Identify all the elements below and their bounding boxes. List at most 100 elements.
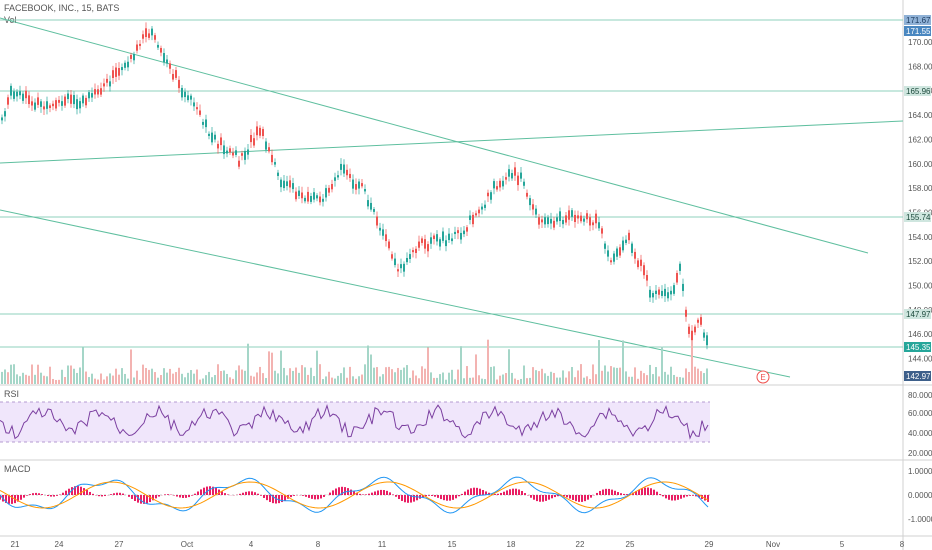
macd-hist-bar: [134, 495, 136, 501]
volume-bar: [262, 373, 264, 384]
candle-body: [7, 97, 9, 105]
macd-hist-bar: [200, 489, 202, 495]
volume-bar: [46, 376, 48, 384]
macd-hist-bar: [581, 495, 583, 502]
macd-hist-bar: [158, 495, 160, 497]
macd-hist-bar: [563, 495, 565, 497]
volume-bar: [382, 374, 384, 384]
candle-body: [196, 107, 198, 110]
earnings-marker-icon[interactable]: [756, 370, 770, 384]
macd-hist-bar: [641, 488, 643, 495]
volume-bar: [643, 373, 645, 384]
macd-hist-bar: [467, 489, 469, 495]
macd-hist-bar: [254, 492, 256, 495]
candle-body: [631, 243, 633, 253]
macd-hist-bar: [668, 495, 670, 500]
trend-line[interactable]: [0, 120, 904, 164]
price-badge-label: 171.55: [906, 27, 931, 36]
volume-bar: [463, 378, 465, 384]
macd-hist-bar: [494, 494, 496, 495]
macd-hist-bar: [659, 494, 661, 495]
trend-lines[interactable]: [0, 17, 904, 378]
candle-body: [472, 214, 474, 225]
candle-body: [511, 173, 513, 179]
volume-bar: [91, 373, 93, 384]
candle-body: [205, 119, 207, 128]
rsi-axis: 80.0000 60.0000 40.0000 20.0000: [908, 391, 932, 458]
macd-hist-bar: [20, 495, 22, 500]
time-axis[interactable]: 21 24 27 Oct 4 8 11 15 18 22 25 29 Nov 5 8: [11, 540, 905, 549]
macd-hist-bar: [410, 495, 412, 503]
macd-hist-bar: [104, 495, 106, 497]
volume-bar: [472, 377, 474, 384]
volume-bar: [685, 368, 687, 384]
macd-hist-bar: [116, 492, 118, 495]
candle-body: [229, 148, 231, 153]
macd-hist-bar: [428, 495, 430, 496]
volume-bar: [4, 369, 6, 384]
candle-body: [670, 290, 672, 295]
candle-body: [322, 198, 324, 202]
macd-hist-bar: [131, 495, 133, 499]
candle-body: [82, 95, 84, 104]
candle-body: [73, 95, 75, 105]
candle-body: [538, 217, 540, 225]
candle-body: [97, 89, 99, 95]
candle-body: [337, 175, 339, 178]
candle-body: [304, 197, 306, 202]
candle-body: [112, 70, 114, 79]
volume-bar: [151, 368, 153, 384]
volume-bar: [367, 345, 369, 384]
candle-body: [202, 121, 204, 125]
macd-hist-bar: [260, 495, 262, 496]
volume-bar: [340, 373, 342, 384]
volume-bar: [211, 377, 213, 384]
volume-bar: [418, 378, 420, 384]
horizontal-levels[interactable]: [0, 19, 903, 348]
volume-bar: [235, 370, 237, 384]
volume-bar: [448, 372, 450, 384]
volume-bar: [343, 367, 345, 384]
trend-line[interactable]: [0, 17, 869, 254]
candle-body: [94, 89, 96, 95]
volume-bar: [238, 365, 240, 384]
macd-hist-bar: [554, 495, 556, 498]
candle-body: [637, 260, 639, 268]
candle-body: [679, 263, 681, 271]
volume-bar: [316, 350, 318, 384]
volume-bar: [577, 370, 579, 384]
candle-body: [268, 147, 270, 152]
macd-hist-bar: [518, 489, 520, 495]
volume-bar: [229, 377, 231, 384]
macd-hist-bar: [536, 495, 538, 502]
volume-bar: [649, 364, 651, 384]
volume-bar: [292, 370, 294, 384]
candle-body: [169, 63, 171, 69]
candle-body: [325, 188, 327, 198]
volume-bar: [490, 366, 492, 384]
volume-bar: [76, 372, 78, 384]
candle-body: [427, 244, 429, 252]
candle-body: [289, 180, 291, 188]
time-tick-label: 8: [316, 540, 321, 549]
candle-body: [265, 141, 267, 150]
volume-bar: [247, 343, 249, 384]
macd-hist-bar: [53, 495, 55, 497]
macd-hist-bar: [521, 490, 523, 495]
macd-hist-bar: [437, 495, 439, 498]
candle-body: [79, 101, 81, 109]
time-tick-label: 11: [378, 540, 387, 549]
macd-hist-bar: [680, 495, 682, 499]
trend-line[interactable]: [0, 209, 791, 378]
volume-bar: [43, 375, 45, 384]
macd-hist-bar: [50, 495, 52, 497]
candle-body: [499, 180, 501, 188]
candle-body: [685, 309, 687, 317]
volume-bar: [103, 379, 105, 384]
macd-hist-bar: [314, 495, 316, 500]
macd-hist-bar: [308, 495, 310, 498]
volume-bar: [493, 366, 495, 384]
candle-body: [46, 101, 48, 109]
macd-hist-bar: [89, 491, 91, 495]
